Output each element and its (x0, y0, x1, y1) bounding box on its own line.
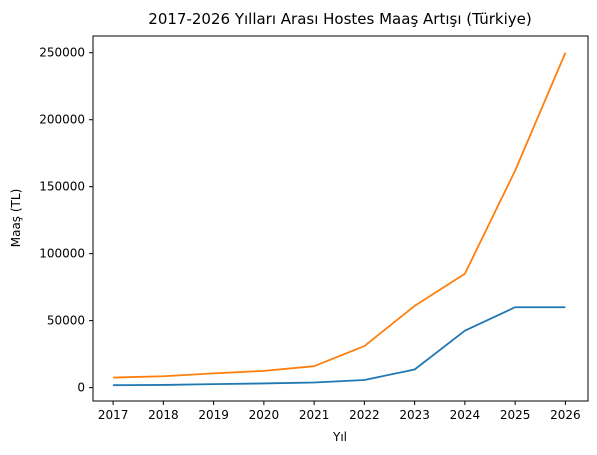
x-tick-label: 2026 (550, 408, 581, 422)
y-axis-label: Maaş (TL) (9, 189, 23, 248)
x-tick-label: 2018 (148, 408, 179, 422)
x-tick-label: 2022 (349, 408, 380, 422)
x-tick-label: 2025 (500, 408, 531, 422)
x-tick-label: 2021 (299, 408, 330, 422)
y-tick-label: 50000 (47, 314, 85, 328)
series-line-2 (113, 52, 567, 379)
y-axis: 0 50000 100000 150000 200000 250000 (39, 46, 93, 395)
y-tick-label: 100000 (39, 247, 85, 261)
x-tick-label: 2023 (399, 408, 430, 422)
y-tick-label: 150000 (39, 180, 85, 194)
y-tick-label: 200000 (39, 113, 85, 127)
chart-title: 2017-2026 Yılları Arası Hostes Maaş Artı… (148, 10, 531, 28)
x-tick-label: 2017 (98, 408, 129, 422)
series-layer (113, 52, 567, 387)
x-axis: 2017 2018 2019 2020 2021 2022 2023 2024 2025 2026 (98, 401, 581, 422)
x-axis-label: Yıl (332, 430, 347, 444)
y-tick-label: 0 (77, 381, 85, 395)
x-tick-label: 2024 (450, 408, 481, 422)
y-tick-label: 250000 (39, 46, 85, 60)
plot-area (92, 35, 589, 402)
x-tick-label: 2019 (198, 408, 229, 422)
axes-frame (92, 35, 589, 402)
x-tick-label: 2020 (249, 408, 280, 422)
series-line-1 (113, 306, 566, 387)
